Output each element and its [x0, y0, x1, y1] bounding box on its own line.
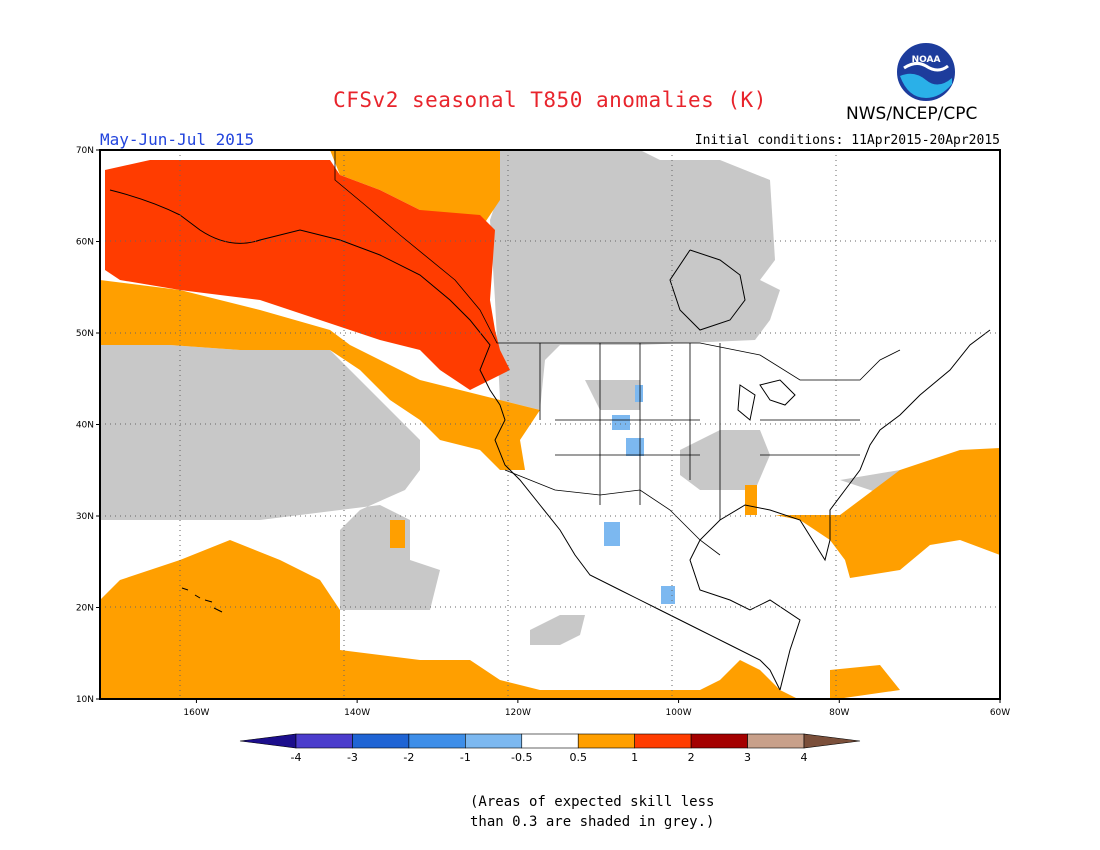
colorbar-label: -4 [291, 751, 302, 764]
grey-mask-east-pacific [530, 615, 585, 645]
orange-spot-pacific [390, 520, 405, 548]
colorbar-swatch [408, 733, 466, 749]
orange-north-pacific-alaska [100, 150, 500, 240]
lat-label-20N: 20N [76, 604, 94, 614]
map-gridlines [100, 150, 1000, 699]
lon-label-160W: 160W [183, 708, 209, 718]
colorbar-label: 2 [688, 751, 695, 764]
colorbar-swatch [747, 733, 805, 749]
initial-conditions: Initial conditions: 11Apr2015-20Apr2015 [694, 133, 1000, 148]
logo-text: NOAA [912, 55, 941, 65]
chart-title: CFSv2 seasonal T850 anomalies (K) [333, 88, 767, 112]
lat-label-70N: 70N [76, 146, 94, 156]
lat-label-60N: 60N [76, 238, 94, 248]
grey-mask-canada [490, 150, 780, 410]
colorbar-swatch [352, 733, 410, 749]
blue-spot-1 [635, 385, 643, 402]
colorbar-label: 0.5 [569, 751, 587, 764]
colorbar-high-arrow [803, 733, 861, 749]
great-lakes [737, 379, 796, 421]
colorbar-swatch [577, 733, 635, 749]
colorbar-label: -0.5 [511, 751, 532, 764]
colorbar-label: 4 [801, 751, 808, 764]
orange-caribbean [830, 665, 900, 699]
blue-spot-4 [604, 522, 620, 546]
orange-south-pacific [100, 540, 798, 699]
lat-label-10N: 10N [76, 695, 94, 705]
longitude-axis: 160W 140W 120W 100W 80W 60W [183, 699, 1010, 718]
footnote-line-1: (Areas of expected skill less [470, 794, 715, 810]
colorbar-label: 3 [744, 751, 751, 764]
us-east-coast [689, 329, 991, 691]
colorbar-swatch [465, 733, 523, 749]
lon-label-100W: 100W [666, 708, 692, 718]
alaska-coast [109, 189, 781, 691]
colorbar-swatch [295, 733, 353, 749]
organization-label: NWS/NCEP/CPC [846, 104, 978, 124]
colorbar: -4 -3 -2 -1 -0.5 0.5 1 2 3 4 [239, 733, 861, 764]
orange-gulf-coast [745, 485, 757, 515]
hudson-bay [669, 249, 746, 331]
orange-florida-atlantic [775, 448, 1000, 578]
grey-mask-north-pacific [100, 345, 440, 610]
blue-spot-3 [626, 438, 644, 456]
colorbar-label: 1 [631, 751, 638, 764]
lon-label-80W: 80W [829, 708, 849, 718]
hawaii [181, 587, 223, 613]
lat-label-30N: 30N [76, 512, 94, 522]
grey-mask-central-us [585, 380, 640, 410]
colorbar-swatch [521, 733, 579, 749]
forecast-period: May-Jun-Jul 2015 [100, 130, 255, 149]
colorbar-swatch [634, 733, 692, 749]
blue-spot-5 [661, 586, 675, 604]
colorbar-label: -2 [403, 751, 414, 764]
lon-label-140W: 140W [344, 708, 370, 718]
blue-spot-2 [612, 415, 630, 430]
lon-label-60W: 60W [990, 708, 1010, 718]
colorbar-low-arrow [239, 733, 297, 749]
colorbar-label: -3 [347, 751, 358, 764]
lat-label-40N: 40N [76, 421, 94, 431]
canada-us-border [334, 150, 901, 381]
lat-label-50N: 50N [76, 329, 94, 339]
colorbar-swatch [690, 733, 748, 749]
anomaly-field [100, 150, 1000, 699]
footnote-line-2: than 0.3 are shaded in grey.) [470, 814, 715, 830]
noaa-logo: NOAA [894, 40, 958, 108]
latitude-axis: 70N 60N 50N 40N 30N 20N 10N [76, 146, 100, 705]
orange-gulf-of-alaska [100, 280, 540, 470]
red-alaska-bc [105, 160, 510, 390]
colorbar-label: -1 [460, 751, 471, 764]
grey-mask-midsouth [680, 430, 770, 490]
coastlines [109, 189, 991, 691]
lon-label-120W: 120W [505, 708, 531, 718]
skill-footnote: (Areas of expected skill less than 0.3 a… [470, 792, 714, 832]
